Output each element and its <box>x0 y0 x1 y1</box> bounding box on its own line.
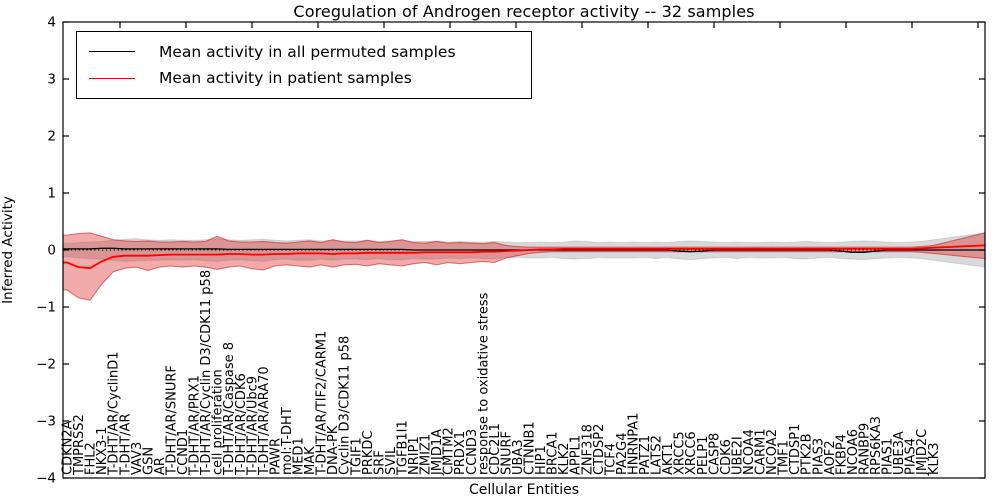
x-tick-label: MAK <box>303 446 318 475</box>
x-tick-label: JMJD2C <box>915 429 930 476</box>
x-tick-label: FHL2 <box>84 442 99 475</box>
x-tick-label: T-DHT/AR/SNURF <box>164 365 179 476</box>
x-tick-label: TMPRSS2 <box>72 414 87 476</box>
x-tick-label: cell proliferation <box>211 369 226 475</box>
x-tick-label: PAWR <box>268 438 283 475</box>
x-tick-label: AKT1 <box>661 442 676 475</box>
y-tick-label: 1 <box>47 186 56 202</box>
x-tick-label: CCND3 <box>465 429 480 475</box>
x-tick-label: PRKDC <box>361 431 376 475</box>
y-tick-label: −3 <box>36 414 56 430</box>
x-tick-label: PA2G4 <box>615 432 630 475</box>
x-tick-label: T-DHT/AR/Caspase 8 <box>222 342 237 476</box>
x-tick-label: T-DHT/AR/CDK6 <box>234 373 249 476</box>
x-tick-label: BRCA1 <box>546 431 561 475</box>
x-tick-label: APPL1 <box>569 435 584 475</box>
y-tick-label: 0 <box>47 243 56 259</box>
x-tick-label: JMJD1A <box>430 429 445 476</box>
legend-label: Mean activity in all permuted samples <box>159 42 456 61</box>
x-tick-label: T-DHT/AR/ARA70 <box>257 366 272 476</box>
x-tick-label: CTDSP2 <box>592 424 607 475</box>
y-tick-label: −4 <box>36 471 56 487</box>
x-tick-label: XRCC6 <box>684 431 699 475</box>
x-tick-label: CARM1 <box>754 429 769 476</box>
chart-title: Coregulation of Androgen receptor activi… <box>293 2 755 21</box>
x-tick-label: PIAS1 <box>881 438 896 475</box>
x-tick-label: RANBP9 <box>857 423 872 475</box>
legend-item-patient: Mean activity in patient samples <box>89 69 531 87</box>
x-tick-label: response to oxidative stress <box>476 292 491 475</box>
x-tick-label: ZMIZ1 <box>419 434 434 475</box>
x-tick-label: VAV3 <box>130 442 145 475</box>
legend-line-black <box>89 51 135 53</box>
legend: Mean activity in all permuted samples Me… <box>76 31 532 99</box>
x-tick-label: PELP1 <box>696 436 711 475</box>
x-tick-label: MED1 <box>292 437 307 475</box>
x-tick-label: UBE3A <box>892 431 907 475</box>
x-tick-label: TMF1 <box>777 440 792 476</box>
patient-mean-line <box>63 244 986 270</box>
x-tick-label: T-DHT/AR <box>118 414 133 476</box>
x-tick-label: T-DHT/AR/CyclinD1 <box>107 351 122 476</box>
x-tick-label: Cyclin D3/CDK11 p58 <box>338 336 353 475</box>
x-tick-label: RPS6KA3 <box>869 416 884 475</box>
x-tick-label: LATS2 <box>650 435 665 475</box>
x-tick-label: FKBP4 <box>834 434 849 475</box>
x-tick-label: CTDSP1 <box>788 424 803 475</box>
x-tick-label: AR <box>153 457 168 475</box>
x-tick-label: mol:T-DHT <box>280 407 295 475</box>
x-tick-label: KLK3 <box>927 442 942 475</box>
x-tick-label: T-DHT/AR/Cyclin D3/CDK11 p58 <box>199 270 214 476</box>
x-tick-label: AOF2 <box>823 440 838 475</box>
x-tick-label: CDKN2A <box>61 420 76 475</box>
x-tick-label: UBE2I <box>730 436 745 475</box>
x-tick-label: HNRNPA1 <box>626 413 641 475</box>
x-tick-label: NCOA4 <box>742 429 757 475</box>
x-tick-label: T-DHT/AR/TIF2/CARM1 <box>315 331 330 476</box>
legend-label: Mean activity in patient samples <box>159 69 412 88</box>
x-tick-label: PRDX1 <box>453 431 468 475</box>
x-tick-label: UBA3 <box>511 439 526 475</box>
x-tick-label: NCOA2 <box>765 429 780 475</box>
permuted-mean-line <box>63 247 985 253</box>
x-tick-label: CDK6 <box>719 439 734 475</box>
x-tick-label: TGFB1I1 <box>395 420 410 476</box>
x-tick-label: CASP8 <box>707 433 722 475</box>
x-tick-label: TCF4 <box>603 443 618 476</box>
y-tick-label: 4 <box>47 15 56 31</box>
x-tick-label: XRCC5 <box>673 431 688 475</box>
x-tick-label: SRF <box>372 450 387 475</box>
x-tick-label: PATZ1 <box>638 435 653 475</box>
x-tick-label: CCND1 <box>176 429 191 475</box>
x-tick-label: PIAS3 <box>811 438 826 475</box>
x-tick-label: KLK2 <box>557 442 572 475</box>
y-tick-label: −2 <box>36 357 56 373</box>
x-tick-label: PTK2B <box>800 434 815 476</box>
x-axis-label: Cellular Entities <box>468 482 580 498</box>
x-tick-label: SVIL <box>384 446 399 475</box>
x-tick-label: T-DHT/AR/PRX1 <box>188 375 203 476</box>
x-tick-label: CTNNB1 <box>523 421 538 475</box>
y-tick-label: 3 <box>47 72 56 88</box>
legend-item-permuted: Mean activity in all permuted samples <box>89 43 531 61</box>
x-tick-label: TGIF1 <box>349 437 364 476</box>
x-tick-label: CMTM2 <box>442 427 457 475</box>
x-tick-label: NRIP1 <box>407 436 422 475</box>
x-tick-label: SNURF <box>499 431 514 475</box>
x-tick-label: NCOA6 <box>846 429 861 475</box>
y-tick-label: 2 <box>47 129 56 145</box>
x-tick-label: PIAS4 <box>904 438 919 475</box>
x-tick-label: NKX3-1 <box>95 427 110 475</box>
y-tick-label: −1 <box>36 300 56 316</box>
x-tick-label: HIP1 <box>534 445 549 475</box>
x-tick-label: T-DHT/AR/Ubc9 <box>245 376 260 476</box>
x-tick-label: CDC2L1 <box>488 423 503 475</box>
x-tick-label: DNA-PK <box>326 425 341 475</box>
x-tick-label: GSN <box>141 447 156 475</box>
legend-line-red <box>89 77 135 79</box>
y-axis-label: Inferred Activity <box>0 196 16 304</box>
x-tick-label: ZNF318 <box>580 424 595 475</box>
